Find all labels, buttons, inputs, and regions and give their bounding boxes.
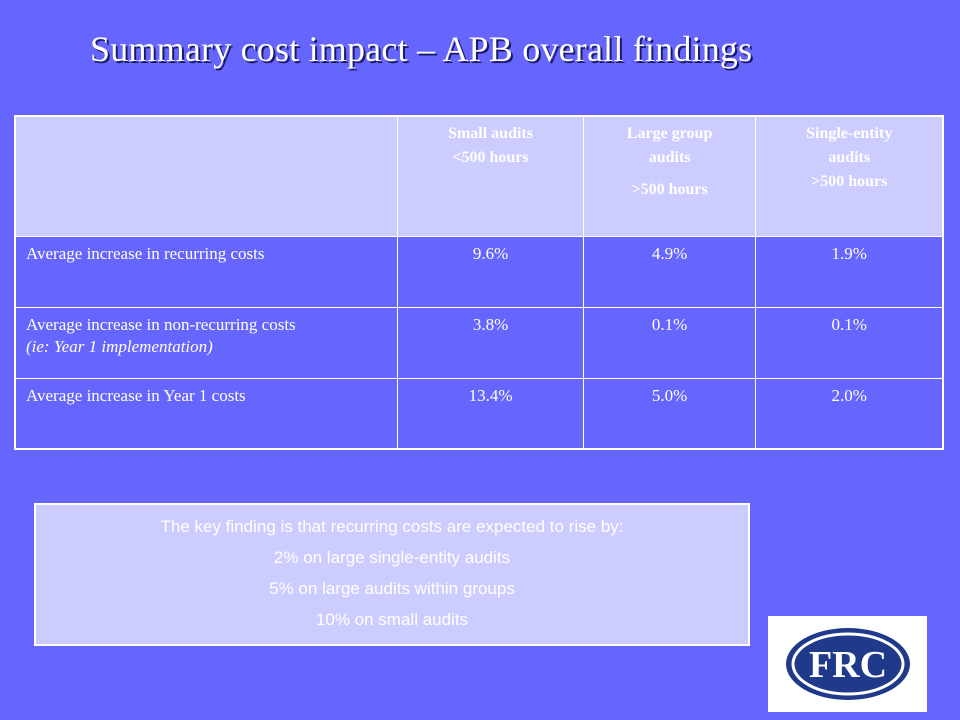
table-cell-large-group: 0.1% xyxy=(582,307,757,379)
row-label-cell: Average increase in recurring costs xyxy=(14,236,399,308)
finding-line: 10% on small audits xyxy=(315,610,469,629)
table-cell-large-group: 5.0% xyxy=(582,378,757,450)
logo-text: FRC xyxy=(809,644,887,686)
header-single-entity-audits: Single-entity audits >500 hours xyxy=(755,115,944,237)
header-empty-cell xyxy=(14,115,399,237)
table-cell-single-entity: 2.0% xyxy=(755,378,944,450)
finding-line: 2% on large single-entity audits xyxy=(273,548,511,567)
key-finding-box: The key finding is that recurring costs … xyxy=(34,503,750,646)
slide-title: Summary cost impact – APB overall findin… xyxy=(90,29,753,69)
table-row: Average increase in recurring costs 9.6%… xyxy=(14,236,944,308)
table-cell-single-entity: 0.1% xyxy=(755,307,944,379)
header-line: Large group xyxy=(626,125,713,142)
header-line: Small audits xyxy=(448,125,533,142)
table-row: Average increase in Year 1 costs 13.4% 5… xyxy=(14,378,944,450)
row-sublabel: (ie: Year 1 implementation) xyxy=(26,337,213,356)
header-small-audits: Small audits <500 hours xyxy=(397,115,584,237)
row-label-cell: Average increase in Year 1 costs xyxy=(14,378,399,450)
header-line: audits xyxy=(828,149,871,166)
header-line: audits xyxy=(648,149,691,166)
frc-logo-graphic: FRC xyxy=(786,628,910,700)
header-line: <500 hours xyxy=(452,149,529,166)
header-line: Single-entity xyxy=(806,125,893,142)
table-row: Average increase in non-recurring costs … xyxy=(14,307,944,379)
row-label: Average increase in non-recurring costs xyxy=(26,315,296,334)
table-cell-small: 9.6% xyxy=(397,236,584,308)
cost-impact-table: Small audits <500 hours Large group audi… xyxy=(14,115,944,450)
header-line: >500 hours xyxy=(631,181,708,198)
table-header-row: Small audits <500 hours Large group audi… xyxy=(14,115,944,237)
frc-logo: FRC xyxy=(768,616,927,712)
table-cell-large-group: 4.9% xyxy=(582,236,757,308)
header-line: >500 hours xyxy=(811,173,888,190)
finding-intro: The key finding is that recurring costs … xyxy=(160,517,624,536)
table-cell-small: 3.8% xyxy=(397,307,584,379)
header-large-group-audits: Large group audits >500 hours xyxy=(582,115,757,237)
table-cell-small: 13.4% xyxy=(397,378,584,450)
row-label: Average increase in recurring costs xyxy=(26,244,265,263)
finding-line: 5% on large audits within groups xyxy=(269,579,515,598)
row-label-cell: Average increase in non-recurring costs … xyxy=(14,307,399,379)
row-label: Average increase in Year 1 costs xyxy=(26,386,246,405)
table-cell-single-entity: 1.9% xyxy=(755,236,944,308)
